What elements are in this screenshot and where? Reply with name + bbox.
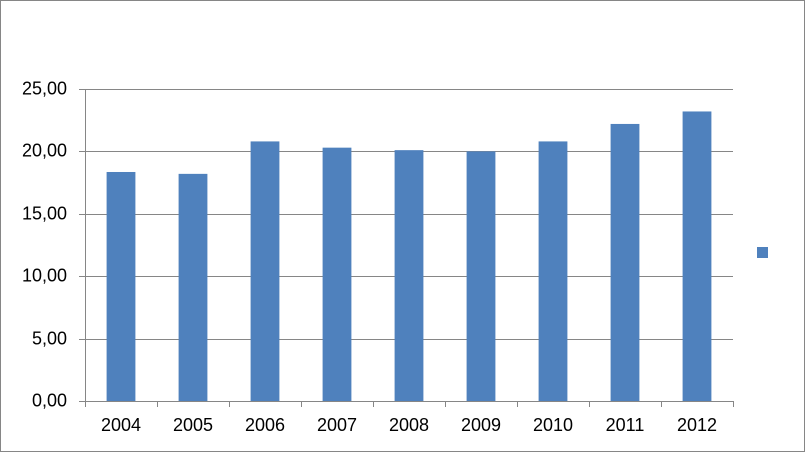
- x-tick-label: 2004: [101, 415, 141, 435]
- bar: [394, 150, 424, 401]
- y-tick-label: 5,00: [32, 328, 67, 348]
- bar: [682, 111, 712, 402]
- bar: [610, 123, 640, 401]
- bar: [250, 141, 280, 401]
- y-tick-label: 25,00: [22, 78, 67, 98]
- x-tick-label: 2007: [317, 415, 357, 435]
- y-tick-label: 10,00: [22, 265, 67, 285]
- legend-marker: [757, 247, 768, 258]
- x-tick-label: 2009: [461, 415, 501, 435]
- x-tick-label: 2006: [245, 415, 285, 435]
- y-tick-label: 20,00: [22, 140, 67, 160]
- bar: [322, 147, 352, 401]
- x-tick-label: 2005: [173, 415, 213, 435]
- bar: [466, 151, 496, 401]
- bar: [106, 171, 136, 401]
- y-tick-label: 0,00: [32, 390, 67, 410]
- y-tick-label: 15,00: [22, 203, 67, 223]
- x-tick-label: 2011: [606, 415, 645, 435]
- x-tick-label: 2012: [677, 415, 717, 435]
- x-tick-label: 2010: [533, 415, 573, 435]
- bar: [178, 173, 208, 401]
- bar: [538, 141, 568, 401]
- x-tick-label: 2008: [389, 415, 429, 435]
